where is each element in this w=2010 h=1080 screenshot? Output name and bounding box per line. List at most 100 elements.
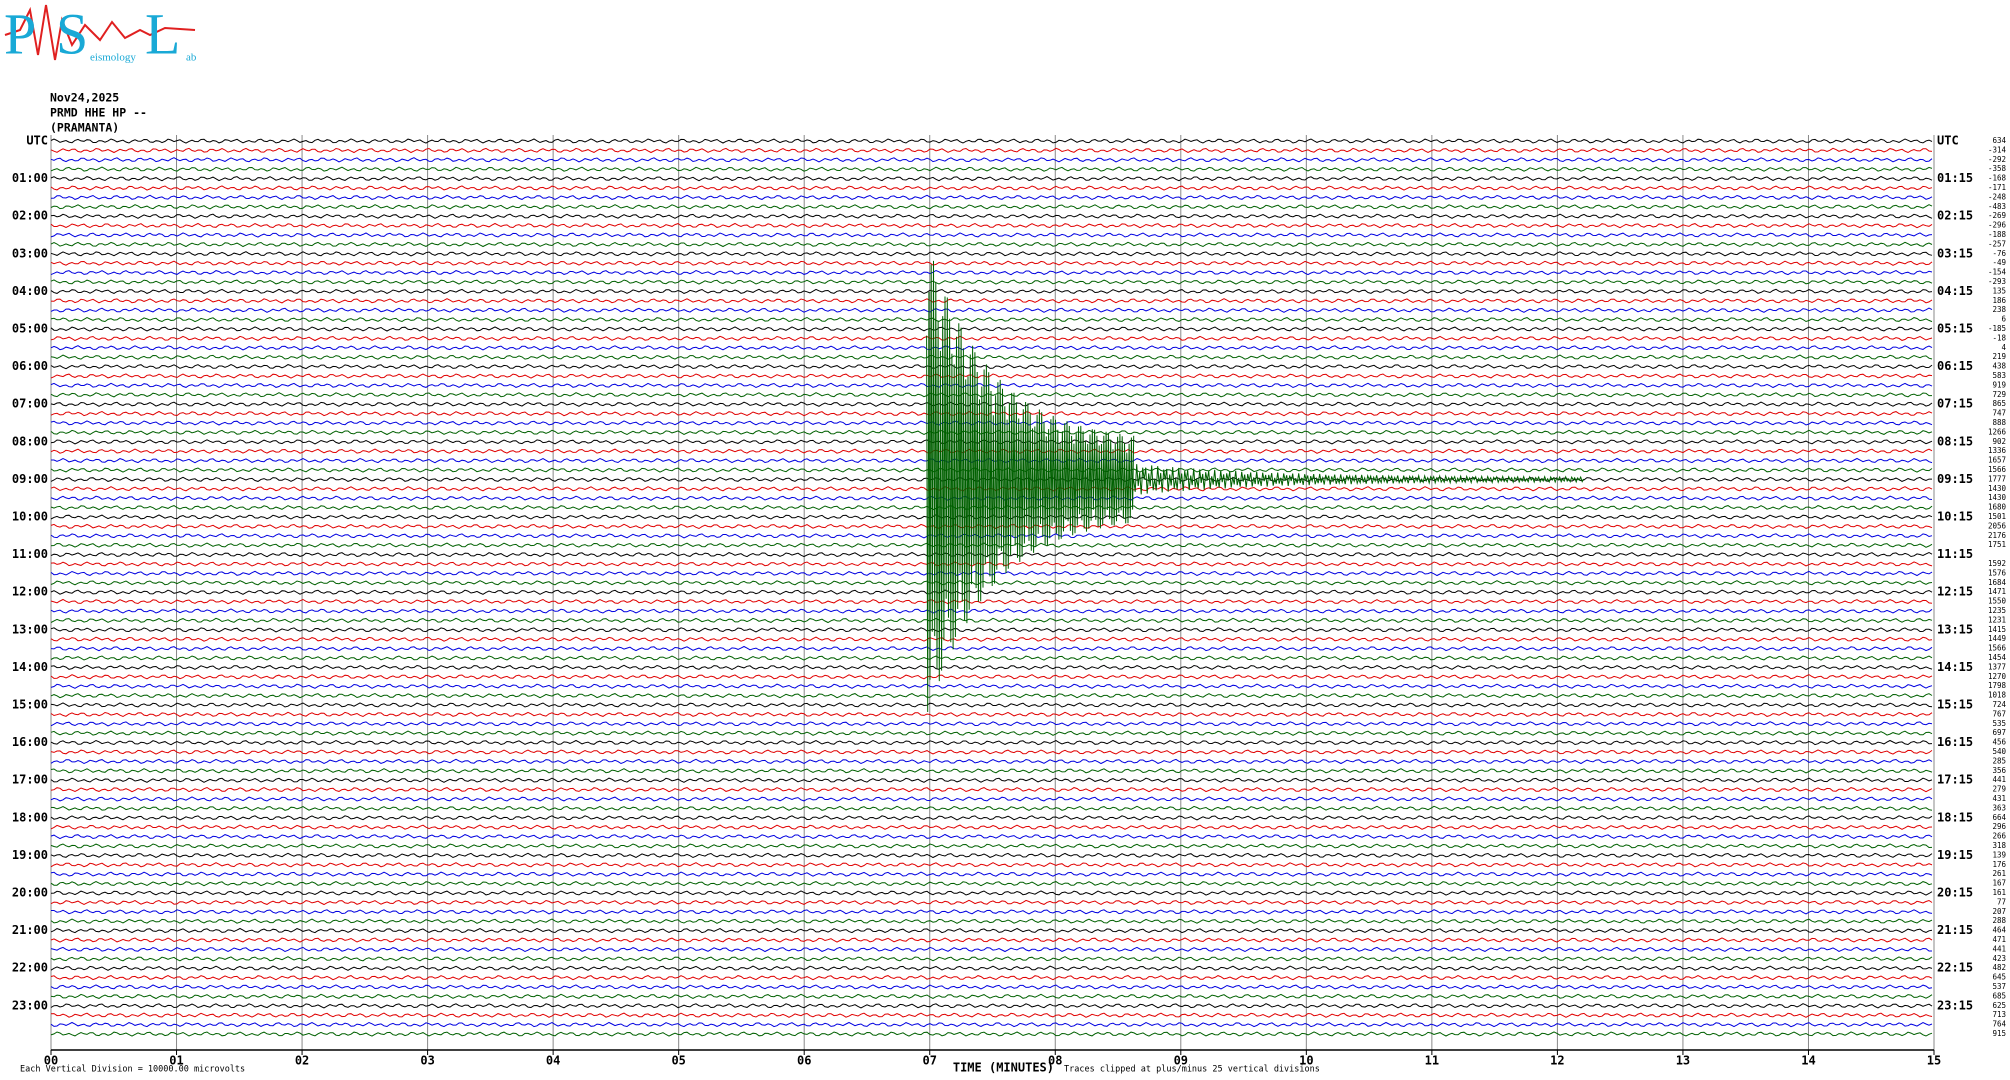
row-offset-value: 464 [1992, 926, 2006, 935]
right-time-label: 02:15 [1937, 209, 1973, 223]
trace [50, 580, 1933, 586]
left-time-label: 02:00 [12, 209, 48, 223]
left-time-label: UTC [26, 134, 48, 148]
row-offset-value: 634 [1992, 136, 2006, 145]
row-offset-value: 1798 [1988, 681, 2007, 690]
trace [50, 213, 1933, 219]
row-offset-value: 1430 [1988, 484, 2007, 493]
left-time-label: 19:00 [12, 848, 48, 862]
x-tick-label: 04 [546, 1054, 560, 1068]
trace [50, 993, 1933, 1000]
trace [50, 824, 1933, 830]
footer-right: Traces clipped at plus/minus 25 vertical… [1064, 1065, 1320, 1075]
trace [50, 204, 1933, 210]
row-offset-value: 724 [1992, 700, 2006, 709]
trace [50, 1021, 1933, 1028]
row-offset-value: -358 [1988, 164, 2007, 173]
row-offset-value: 219 [1992, 352, 2006, 361]
row-offset-value: 1576 [1988, 568, 2007, 577]
left-time-label: 16:00 [12, 735, 48, 749]
left-time-label: 15:00 [12, 698, 48, 712]
row-offset-value: 438 [1992, 362, 2006, 371]
trace [50, 918, 1933, 924]
row-offset-value: -171 [1988, 183, 2006, 192]
date: Nov24,2025 [50, 91, 119, 105]
row-offset-value: 1657 [1988, 456, 2006, 465]
trace [50, 1003, 1933, 1009]
trace [50, 871, 1933, 877]
trace [50, 185, 1933, 191]
row-offset-value: 441 [1992, 775, 2006, 784]
row-offset-value: 915 [1992, 1029, 2006, 1038]
left-time-label: 23:00 [12, 998, 48, 1012]
row-offset-value: -483 [1988, 202, 2006, 211]
trace [50, 833, 1933, 840]
left-time-label: 09:00 [12, 472, 48, 486]
row-offset-value: 1566 [1988, 465, 2007, 474]
left-time-label: 08:00 [12, 434, 48, 448]
row-offset-value: 207 [1992, 907, 2006, 916]
trace [50, 589, 1933, 595]
row-offset-value: 1336 [1988, 446, 2007, 455]
row-offset-value: 288 [1992, 916, 2006, 925]
row-offset-value: 1501 [1988, 512, 2006, 521]
row-offset-value: 729 [1992, 390, 2006, 399]
row-offset-value: 540 [1992, 747, 2006, 756]
row-offset-value: 77 [1997, 897, 2006, 906]
trace [50, 674, 1933, 680]
right-time-label: 06:15 [1937, 359, 1973, 373]
x-tick-label: 09 [1174, 1054, 1188, 1068]
row-offset-value: 1550 [1988, 597, 2007, 606]
row-offset-value: -18 [1992, 333, 2006, 342]
trace [50, 796, 1933, 802]
row-offset-value: 919 [1992, 380, 2006, 389]
left-time-label: 12:00 [12, 585, 48, 599]
x-tick-label: 10 [1299, 1054, 1313, 1068]
row-offset-value: -292 [1988, 155, 2006, 164]
row-offset-value: 456 [1992, 738, 2006, 747]
trace [50, 975, 1933, 981]
trace [50, 326, 1933, 332]
row-offset-value: 1018 [1988, 691, 2007, 700]
row-offset-value: 441 [1992, 944, 2006, 953]
trace [50, 1031, 1933, 1037]
row-offset-value: -257 [1988, 239, 2006, 248]
trace [50, 307, 1933, 313]
trace [50, 927, 1933, 934]
trace [50, 241, 1933, 248]
x-tick-label: 12 [1550, 1054, 1564, 1068]
right-time-label: 21:15 [1937, 923, 1973, 937]
row-offset-value: 1777 [1988, 474, 2006, 483]
row-offset-value: 1377 [1988, 662, 2006, 671]
trace [50, 288, 1933, 295]
trace [50, 721, 1933, 727]
right-time-label: 09:15 [1937, 472, 1973, 486]
row-offset-value: 363 [1992, 803, 2006, 812]
row-offset-value: 535 [1992, 719, 2006, 728]
row-offset-value: 266 [1992, 832, 2006, 841]
row-offset-value: 664 [1992, 813, 2006, 822]
row-offset-value: 285 [1992, 756, 2006, 765]
trace [50, 570, 1933, 577]
x-tick-label: 00 [44, 1054, 58, 1068]
right-time-label: 10:15 [1937, 510, 1973, 524]
x-axis-title: TIME (MINUTES) [953, 1061, 1054, 1075]
left-time-label: 21:00 [12, 923, 48, 937]
row-offset-value: 1235 [1988, 606, 2006, 615]
row-offset-value: 645 [1992, 973, 2006, 982]
left-time-label: 05:00 [12, 322, 48, 336]
row-offset-value: 1231 [1988, 615, 2006, 624]
right-time-label: 22:15 [1937, 961, 1973, 975]
row-offset-value: 139 [1992, 850, 2006, 859]
row-offset-value: -188 [1988, 230, 2007, 239]
row-offset-value: 865 [1992, 399, 2006, 408]
row-offset-value: 176 [1992, 860, 2006, 869]
trace [50, 890, 1933, 896]
trace [50, 608, 1933, 614]
right-time-label: 19:15 [1937, 848, 1973, 862]
trace [50, 984, 1933, 990]
row-offset-value: -154 [1988, 268, 2007, 277]
trace [50, 232, 1933, 238]
x-tick-label: 01 [169, 1054, 183, 1068]
